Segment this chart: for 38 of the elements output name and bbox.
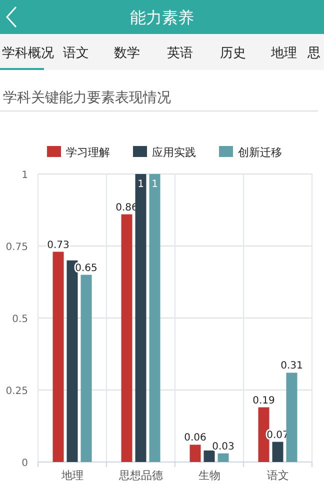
y-tick-label: 0	[22, 458, 28, 469]
bar	[218, 453, 229, 462]
data-label: 0.03	[212, 441, 234, 452]
data-label: 0.73	[47, 240, 70, 251]
legend-label: 创新迁移	[238, 146, 282, 159]
y-tick-label: 0.5	[12, 314, 28, 325]
text: 英语	[167, 46, 193, 61]
data-label: 1	[138, 179, 144, 190]
x-tick-label: 地理	[60, 469, 84, 482]
legend-label: 学习理解	[66, 146, 110, 159]
bar	[286, 372, 298, 462]
bar	[190, 444, 201, 462]
y-tick-label: 1	[22, 170, 28, 181]
data-label: 0.06	[184, 432, 206, 444]
y-tick-label: 0.25	[6, 386, 28, 397]
data-label: 1	[152, 179, 158, 190]
bar	[149, 174, 160, 462]
text: 思	[306, 46, 320, 61]
bar	[135, 174, 146, 462]
legend-label: 应用实践	[152, 146, 196, 159]
text: 能力素养	[130, 8, 194, 27]
data-label: 0.19	[252, 395, 275, 406]
bar	[121, 214, 132, 462]
bar	[52, 252, 64, 462]
x-tick-label: 生物	[198, 469, 220, 482]
x-tick-label: 语文	[266, 469, 289, 482]
text: 历史	[220, 46, 246, 61]
text: 语文	[63, 46, 89, 61]
text: 学科概况	[2, 46, 54, 61]
x-tick-label: 思想品德	[118, 469, 163, 482]
y-tick-label: 0.75	[6, 242, 28, 253]
bar	[204, 450, 215, 462]
data-label: 0.31	[280, 360, 303, 372]
text: 数学	[114, 46, 140, 61]
chart-title: 学科关键能力要素表现情况	[3, 90, 171, 106]
bar	[80, 274, 92, 462]
bar	[272, 442, 284, 462]
text: 地理	[270, 46, 297, 61]
